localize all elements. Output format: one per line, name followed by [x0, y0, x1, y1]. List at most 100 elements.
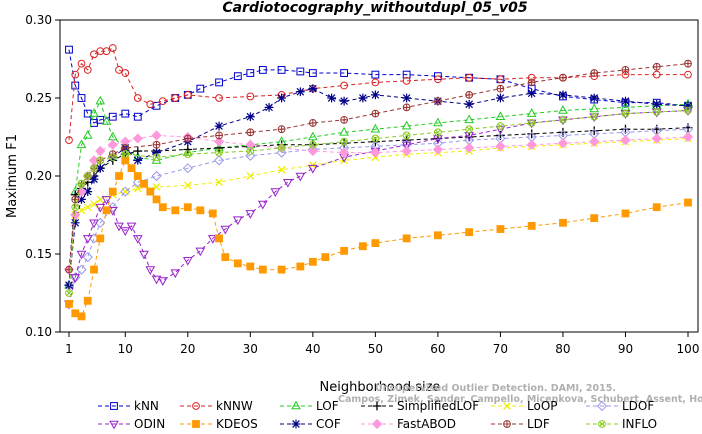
- series-loop-point-13: [277, 165, 286, 174]
- series-cof-point-17: [327, 93, 337, 103]
- series-odin-point-6: [101, 196, 112, 205]
- series-kdeos-point-20: [215, 234, 223, 243]
- series-kdeos-point-25: [277, 265, 286, 274]
- plot-area: [59, 19, 699, 333]
- legend-label-kdeos: KDEOS: [216, 417, 258, 431]
- legend-marker-knnw-point-0: [192, 402, 200, 410]
- series-odin-point-37: [620, 110, 631, 120]
- series-knnw-point-29: [652, 70, 661, 79]
- series-knn-point-20: [340, 69, 349, 77]
- series-knnw-point-24: [496, 75, 505, 84]
- series-inflo-point-6: [108, 153, 117, 162]
- series-ldf-point-23: [621, 66, 630, 74]
- series-knn-point-12: [196, 84, 205, 93]
- series-cof-point-4: [89, 174, 99, 184]
- legend-item-kdeos: KDEOS: [180, 417, 258, 431]
- series-ldof-point-12: [245, 150, 256, 161]
- series-knn-point-15: [246, 69, 255, 77]
- series-fastabod-point-9: [151, 130, 162, 141]
- series-odin-point-26: [295, 172, 306, 182]
- series-knn-point-21: [371, 70, 380, 79]
- series-odin-point-22: [245, 210, 256, 219]
- series-fastabod-point-25: [651, 133, 662, 144]
- series-kdeos-point-11: [133, 172, 142, 180]
- series-lof-point-3: [82, 130, 93, 139]
- series-ldf-point-14: [340, 116, 349, 124]
- series-knn-line: [68, 49, 689, 124]
- legend-marker-ldf-point-0: [503, 420, 511, 428]
- series-knnw-point-5: [96, 47, 105, 56]
- watermark-line-1: Unsupervised Outlier Detection. DAMI, 20…: [375, 383, 616, 394]
- series-knnw-point-20: [371, 78, 380, 87]
- series-ldof-point-10: [182, 163, 193, 174]
- series-kdeos-point-12: [140, 179, 148, 188]
- series-fastabod-point-16: [370, 147, 381, 158]
- series-lof-point-15: [307, 131, 318, 141]
- series-kdeos-point-13: [146, 187, 155, 196]
- x-tick-label-7: 70: [493, 342, 508, 356]
- series-knnw-point-22: [433, 75, 442, 84]
- series-inflo-point-10: [215, 148, 223, 157]
- legend-item-fastabod: FastABOD: [361, 417, 456, 431]
- series-kdeos-point-18: [196, 206, 205, 215]
- series-odin-point-17: [182, 256, 193, 266]
- series-simplifiedlof-point-23: [589, 126, 599, 136]
- series-lof-point-2: [76, 139, 87, 149]
- series-kdeos-point-4: [90, 265, 98, 274]
- series-loop-point-10: [183, 181, 192, 190]
- series-odin-point-36: [589, 113, 600, 123]
- series-fastabod-point-26: [682, 131, 694, 143]
- series-kdeos-point-27: [308, 257, 317, 266]
- series-fastabod-point-11: [213, 136, 225, 147]
- y-tick-label-0: 0.10: [25, 325, 52, 339]
- series-cof-point-13: [264, 102, 274, 112]
- legend-item-odin: ODIN: [98, 417, 165, 431]
- series-inflo-point-21: [559, 116, 567, 124]
- legend-marker-kdeos-point-0: [192, 420, 200, 428]
- series-lof-point-18: [401, 120, 412, 130]
- series-kdeos-point-21: [221, 253, 230, 262]
- series-lof-point-21: [495, 111, 506, 121]
- series-ldf-point-21: [559, 73, 567, 82]
- legend-item-loop: LoOP: [491, 399, 558, 413]
- series-cof-point-12: [245, 112, 255, 122]
- series-knnw-point-10: [133, 94, 142, 102]
- series-odin-point-21: [232, 216, 243, 226]
- series-odin-point-2: [76, 250, 87, 260]
- series-knn-point-6: [108, 112, 117, 121]
- series-cof-point-26: [558, 90, 568, 100]
- series-knnw-point-7: [108, 44, 117, 52]
- series-fastabod-point-22: [557, 138, 569, 149]
- series-knn-point-16: [258, 66, 267, 74]
- legend-marker-inflo-point-0: [598, 420, 606, 428]
- series-knn-point-7: [121, 109, 130, 118]
- legend-label-loop: LoOP: [527, 399, 558, 413]
- series-layer: [63, 44, 694, 321]
- legend-marker-odin-point-0: [109, 420, 119, 430]
- series-kdeos-point-7: [108, 187, 117, 196]
- series-cof-point-11: [214, 121, 224, 131]
- legend-marker-knn-point-0: [110, 402, 118, 410]
- series-cof-point-9: [152, 148, 161, 157]
- series-fastabod-point-6: [107, 139, 118, 150]
- series-fastabod-point-18: [432, 144, 444, 155]
- legend-item-knnw: kNNW: [180, 399, 253, 413]
- series-knn-point-1: [71, 81, 80, 90]
- series-kdeos-point-19: [208, 209, 217, 218]
- series-inflo-point-2: [77, 179, 86, 188]
- series-inflo-point-19: [496, 122, 505, 130]
- legend-label-fastabod: FastABOD: [397, 417, 456, 431]
- x-tick-label-8: 80: [555, 342, 570, 356]
- series-kdeos-point-41: [684, 198, 692, 207]
- x-tick-label-5: 50: [368, 342, 383, 356]
- series-cof-point-5: [95, 163, 105, 173]
- series-simplifiedlof-line: [68, 127, 689, 286]
- x-tick-label-2: 20: [180, 342, 195, 356]
- legend-marker-ldof-point-0: [596, 400, 608, 412]
- series-odin-point-9: [120, 227, 131, 237]
- series-knnw-point-21: [402, 76, 411, 85]
- series-fastabod-point-23: [589, 136, 600, 147]
- series-knnw-point-8: [115, 66, 123, 74]
- series-fastabod-point-19: [464, 142, 475, 154]
- series-knnw-point-19: [340, 81, 349, 90]
